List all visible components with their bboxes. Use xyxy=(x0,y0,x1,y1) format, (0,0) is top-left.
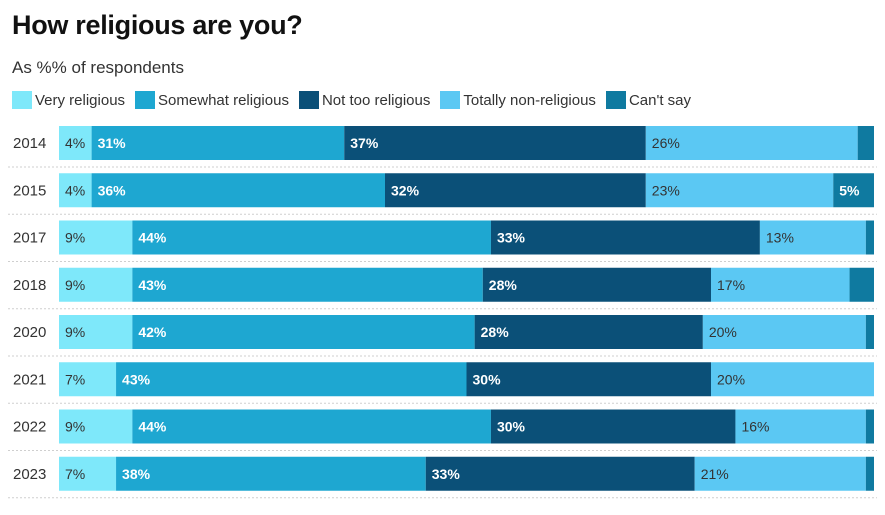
bar-year-2018-can-t-say xyxy=(849,267,874,302)
bar-year-2018-totally-non-religious xyxy=(711,267,850,302)
data-label-year-2014-not-too-religious: 37% xyxy=(350,135,379,151)
bar-year-2023-not-too-religious xyxy=(425,456,695,491)
bar-year-2018-very-religious xyxy=(59,267,133,302)
data-label-year-2014-totally-non-religious: 26% xyxy=(652,135,680,151)
bar-year-2014-totally-non-religious xyxy=(645,126,858,160)
legend-label-cant-say: Can't say xyxy=(628,91,691,109)
row-label-2021: 2021 xyxy=(13,371,46,388)
bar-year-2020-somewhat-religious xyxy=(132,315,475,349)
data-label-year-2017-totally-non-religious: 13% xyxy=(766,230,794,246)
bar-year-2023-very-religious xyxy=(59,456,117,491)
row-label-2022: 2022 xyxy=(13,419,46,436)
bar-year-2022-totally-non-religious xyxy=(735,409,866,444)
data-label-year-2023-somewhat-religious: 38% xyxy=(122,466,151,482)
bar-year-2021-very-religious xyxy=(59,362,117,397)
data-label-year-2014-somewhat-religious: 31% xyxy=(98,135,127,151)
legend-swatch-totally-non-religious xyxy=(440,91,461,109)
bar-year-2020-very-religious xyxy=(59,315,133,349)
data-label-year-2020-somewhat-religious: 42% xyxy=(138,324,167,340)
data-label-year-2021-totally-non-religious: 20% xyxy=(717,371,745,387)
bar-year-2017-somewhat-religious xyxy=(132,220,491,255)
bar-year-2018-not-too-religious xyxy=(482,267,711,302)
legend-item-very-religious: Very religious xyxy=(12,91,125,109)
bar-year-2021-somewhat-religious xyxy=(116,362,467,397)
bar-year-2015-totally-non-religious xyxy=(645,173,834,208)
bar-year-2017-not-too-religious xyxy=(490,220,760,255)
legend-label-not-too-religious: Not too religious xyxy=(321,91,431,109)
legend-label-totally-non-religious: Totally non-religious xyxy=(463,91,596,109)
data-label-year-2015-totally-non-religious: 23% xyxy=(652,182,680,198)
data-label-year-2015-somewhat-religious: 36% xyxy=(98,182,127,198)
row-label-2015: 2015 xyxy=(13,182,46,199)
bar-year-2022-not-too-religious xyxy=(490,409,736,444)
bar-year-2017-totally-non-religious xyxy=(759,220,866,255)
data-label-year-2023-very-religious: 7% xyxy=(65,466,85,482)
bar-year-2020-totally-non-religious xyxy=(702,315,866,349)
legend-swatch-cant-say xyxy=(605,91,626,109)
data-label-year-2015-can-t-say: 5% xyxy=(839,182,860,198)
bar-year-2015-can-t-say xyxy=(833,173,874,208)
row-label-2014: 2014 xyxy=(13,135,46,152)
bar-year-2015-not-too-religious xyxy=(385,173,646,208)
bar-year-2018-somewhat-religious xyxy=(132,267,483,302)
legend-swatch-somewhat-religious xyxy=(135,91,156,109)
data-label-year-2018-not-too-religious: 28% xyxy=(489,277,518,293)
bar-year-2014-very-religious xyxy=(59,126,92,160)
data-label-year-2017-very-religious: 9% xyxy=(65,230,85,246)
data-label-year-2020-very-religious: 9% xyxy=(65,324,85,340)
data-label-year-2022-very-religious: 9% xyxy=(65,419,85,435)
chart-subtitle: As %% of respondents xyxy=(12,58,184,77)
data-label-year-2018-somewhat-religious: 43% xyxy=(138,277,167,293)
data-label-year-2022-somewhat-religious: 44% xyxy=(138,419,167,435)
row-label-2023: 2023 xyxy=(13,466,46,483)
data-label-year-2022-not-too-religious: 30% xyxy=(497,419,526,435)
row-label-2020: 2020 xyxy=(13,324,46,341)
data-label-year-2021-very-religious: 7% xyxy=(65,371,85,387)
data-label-year-2021-somewhat-religious: 43% xyxy=(122,371,151,387)
row-label-2017: 2017 xyxy=(13,230,46,247)
bar-year-2015-somewhat-religious xyxy=(91,173,385,208)
legend-item-cant-say: Can't say xyxy=(605,91,691,109)
bar-year-2015-very-religious xyxy=(59,173,92,208)
legend-item-not-too-religious: Not too religious xyxy=(298,91,431,109)
data-label-year-2020-not-too-religious: 28% xyxy=(481,324,510,340)
legend-label-somewhat-religious: Somewhat religious xyxy=(158,91,289,109)
data-label-year-2018-very-religious: 9% xyxy=(65,277,85,293)
bar-year-2020-can-t-say xyxy=(865,315,874,349)
legend-item-totally-non-religious: Totally non-religious xyxy=(440,91,596,109)
legend-swatch-very-religious xyxy=(12,91,32,109)
data-label-year-2021-not-too-religious: 30% xyxy=(473,371,502,387)
bar-year-2017-very-religious xyxy=(59,220,133,255)
bar-year-2014-can-t-say xyxy=(857,126,874,160)
bar-year-2022-very-religious xyxy=(59,409,133,444)
data-label-year-2017-somewhat-religious: 44% xyxy=(138,230,167,246)
bar-year-2022-somewhat-religious xyxy=(132,409,491,444)
row-label-2018: 2018 xyxy=(13,277,46,294)
bar-year-2017-can-t-say xyxy=(865,220,874,255)
bar-year-2023-totally-non-religious xyxy=(694,456,866,491)
bar-year-2021-not-too-religious xyxy=(466,362,711,397)
data-label-year-2022-totally-non-religious: 16% xyxy=(741,419,769,435)
data-label-year-2015-very-religious: 4% xyxy=(65,182,85,198)
data-label-year-2023-totally-non-religious: 21% xyxy=(701,466,729,482)
legend: Very religious Somewhat religious Not to… xyxy=(12,91,701,109)
chart-title: How religious are you? xyxy=(12,10,303,40)
legend-swatch-not-too-religious xyxy=(298,91,319,109)
data-label-year-2014-very-religious: 4% xyxy=(65,135,85,151)
bar-year-2022-can-t-say xyxy=(865,409,874,444)
legend-item-somewhat-religious: Somewhat religious xyxy=(135,91,289,109)
bar-year-2014-not-too-religious xyxy=(344,126,646,160)
bar-year-2023-somewhat-religious xyxy=(116,456,426,491)
bar-year-2020-not-too-religious xyxy=(474,315,703,349)
legend-label-very-religious: Very religious xyxy=(35,91,126,109)
data-label-year-2023-not-too-religious: 33% xyxy=(432,466,461,482)
data-label-year-2017-not-too-religious: 33% xyxy=(497,230,526,246)
data-label-year-2015-not-too-religious: 32% xyxy=(391,182,420,198)
bar-year-2021-totally-non-religious xyxy=(711,362,874,397)
bar-year-2014-somewhat-religious xyxy=(91,126,345,160)
data-label-year-2020-totally-non-religious: 20% xyxy=(709,324,737,340)
data-label-year-2018-totally-non-religious: 17% xyxy=(717,277,745,293)
bar-year-2023-can-t-say xyxy=(865,456,874,491)
